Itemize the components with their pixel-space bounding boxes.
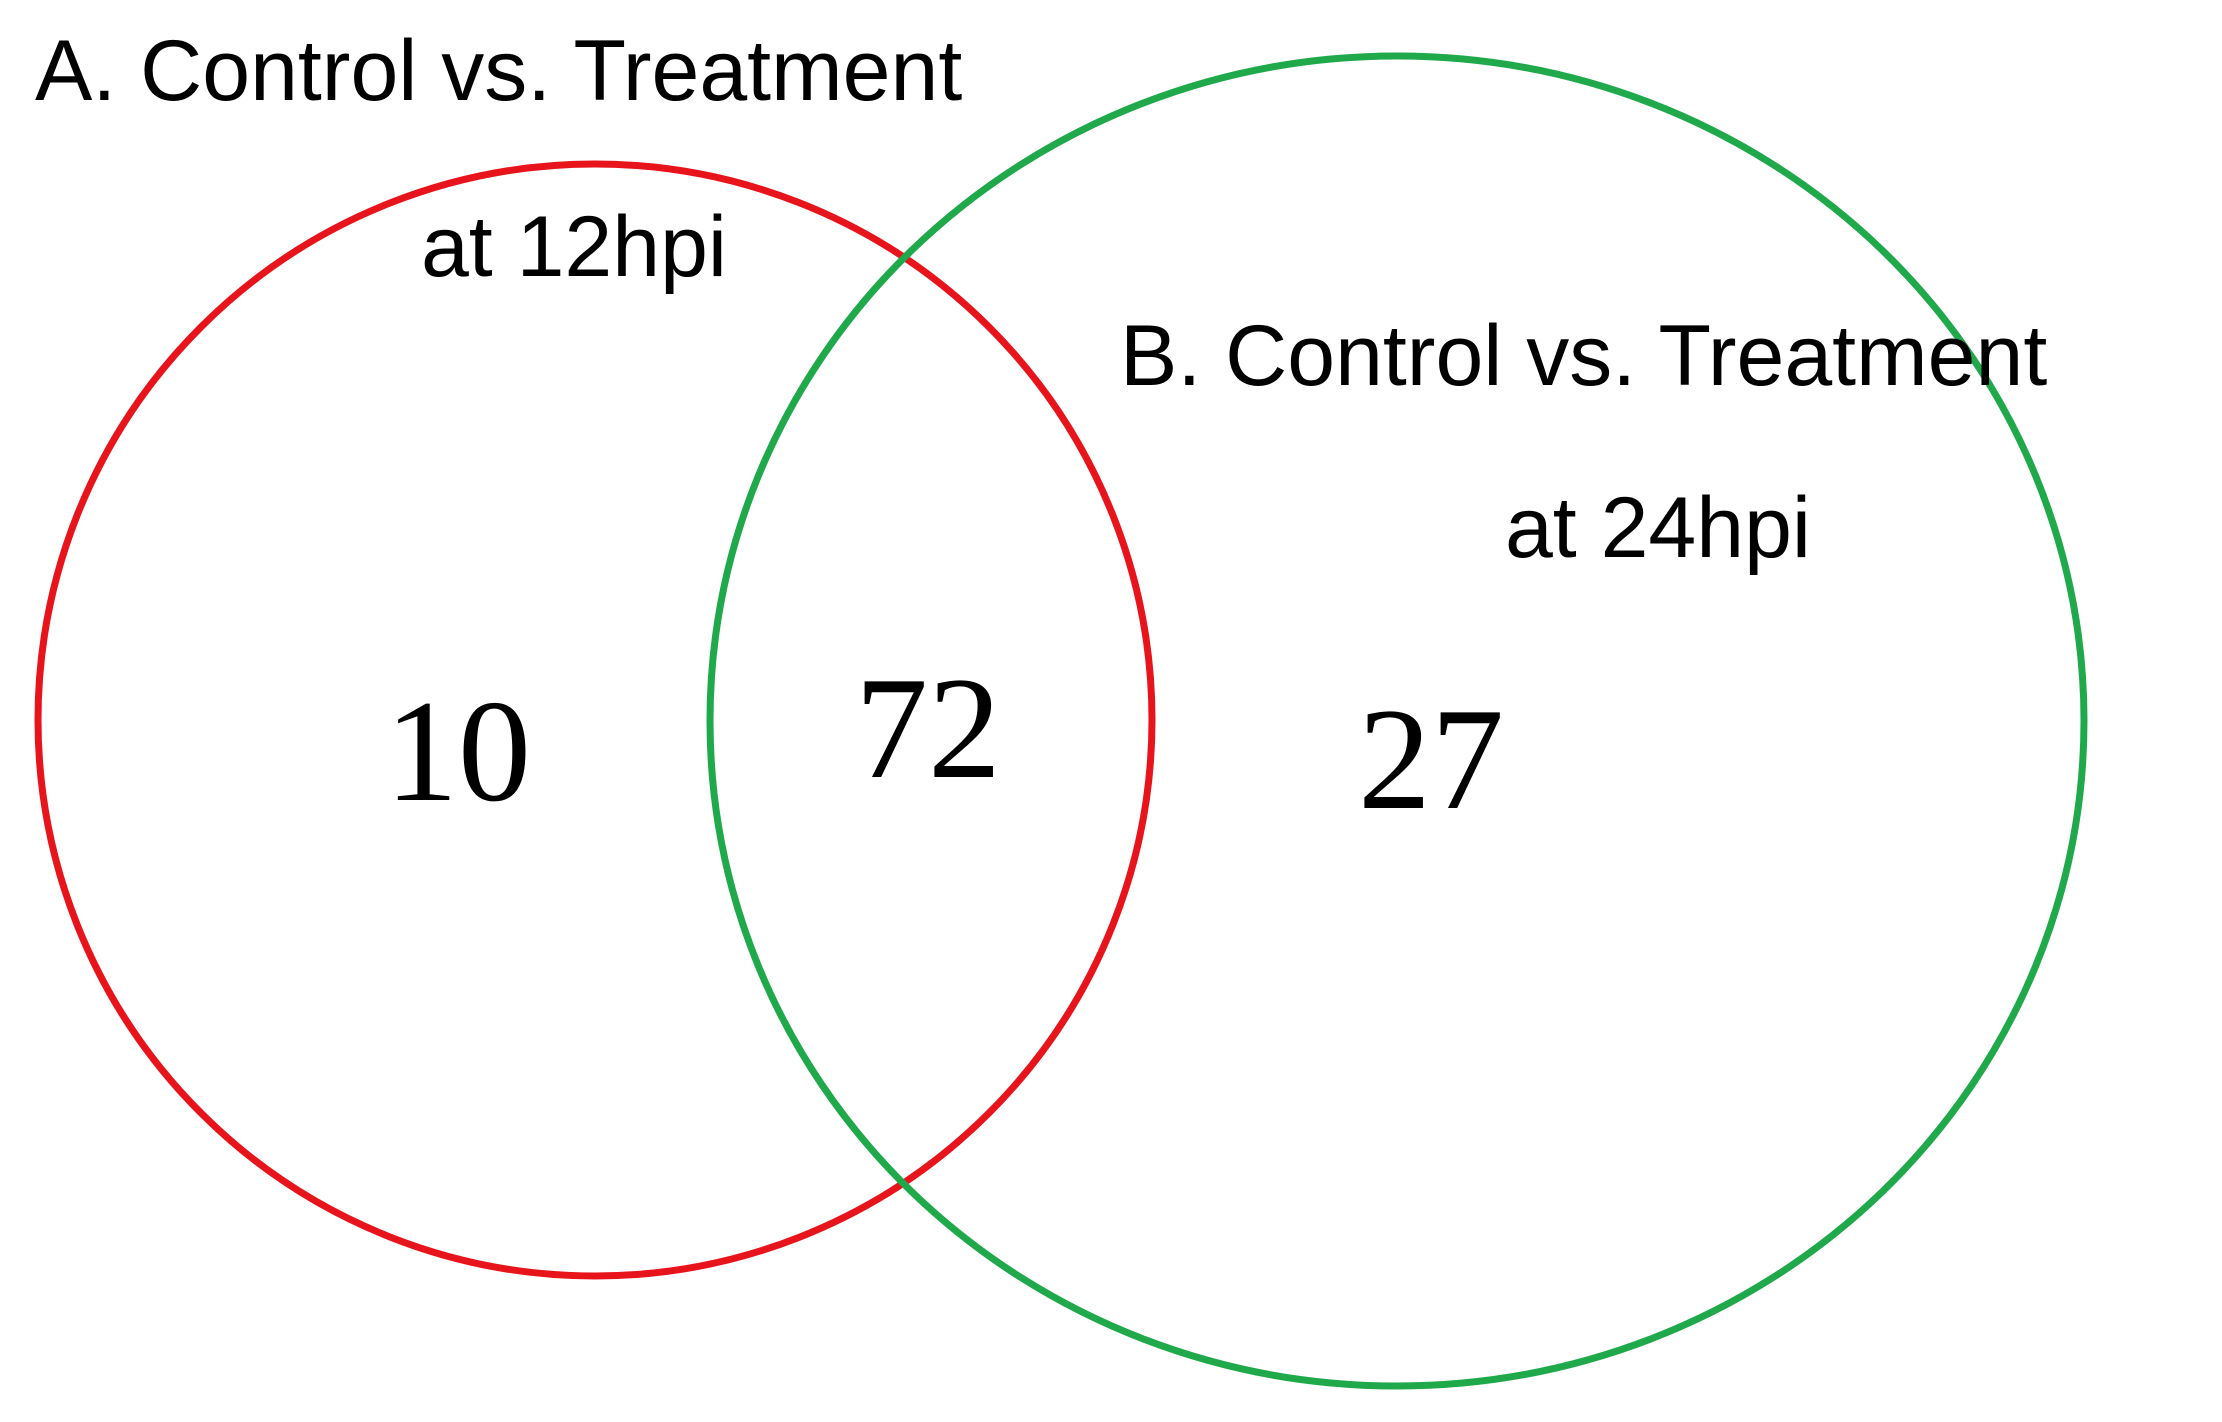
set-circle bbox=[706, 52, 2088, 1390]
region-count: 27 bbox=[1358, 678, 1504, 840]
set-label: at 12hpi bbox=[421, 199, 727, 295]
set-circle bbox=[34, 160, 1156, 1280]
set-label: A. Control vs. Treatment bbox=[35, 23, 962, 119]
set-label: B. Control vs. Treatment bbox=[1120, 308, 2047, 404]
set-label: at 24hpi bbox=[1505, 480, 1811, 576]
region-count: 10 bbox=[385, 670, 531, 832]
region-count: 72 bbox=[855, 647, 1001, 809]
